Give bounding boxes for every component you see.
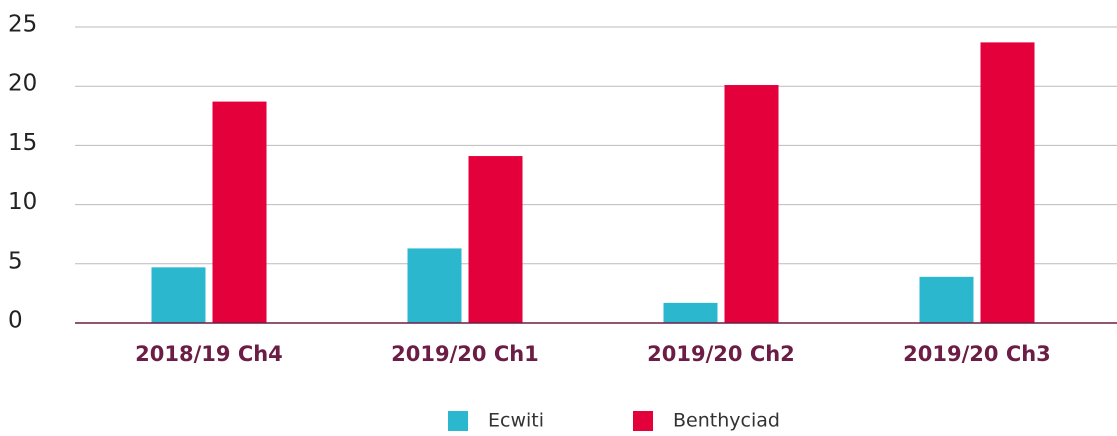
x-tick-label: 2019/20 Ch2 [647, 342, 795, 366]
bar [468, 156, 523, 323]
bar [724, 85, 779, 324]
x-tick-label: 2019/20 Ch1 [391, 342, 539, 366]
legend-label: Benthyciad [673, 410, 780, 432]
bar [151, 267, 206, 323]
x-tick-label: 2018/19 Ch4 [135, 342, 283, 366]
y-tick-label: 20 [8, 71, 37, 97]
y-tick-label: 0 [8, 308, 23, 334]
bar [407, 248, 462, 323]
bar [212, 101, 267, 323]
legend-swatch [633, 411, 653, 431]
y-tick-label: 25 [8, 12, 37, 38]
y-tick-label: 15 [8, 130, 37, 156]
legend-swatch [448, 411, 468, 431]
bar [980, 42, 1035, 323]
legend-label: Ecwiti [488, 410, 544, 432]
y-tick-label: 5 [8, 248, 23, 274]
y-tick-label: 10 [8, 189, 37, 215]
x-tick-label: 2019/20 Ch3 [903, 342, 1051, 366]
bar [919, 276, 974, 323]
bar [663, 302, 718, 323]
